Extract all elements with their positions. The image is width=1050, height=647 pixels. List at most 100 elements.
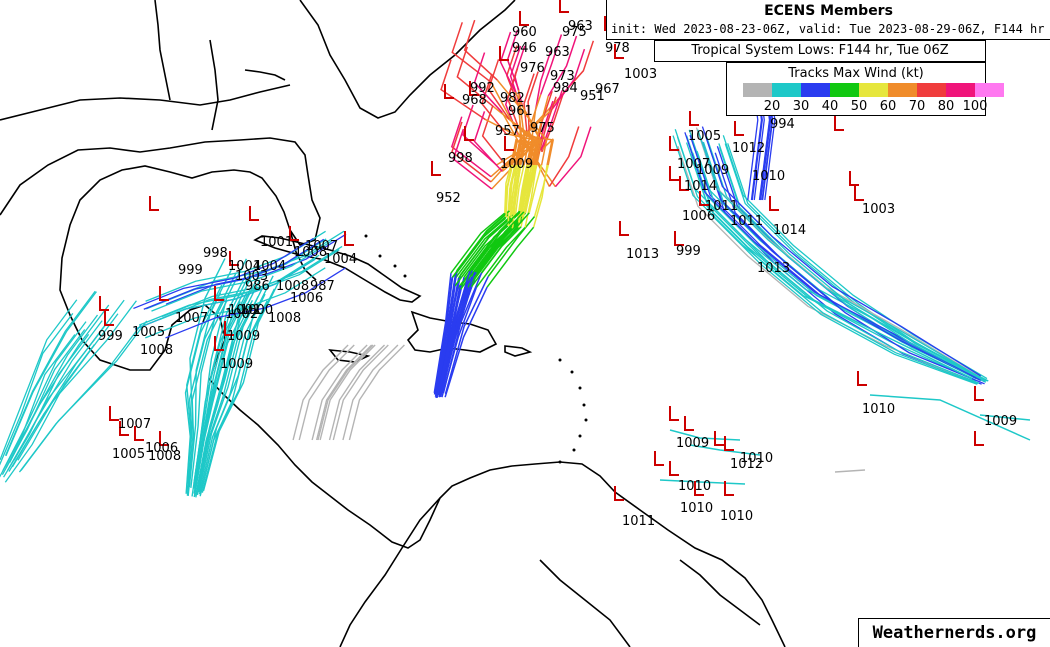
pressure-label: 1010 — [720, 509, 753, 524]
track-line — [197, 274, 260, 489]
track-line — [348, 344, 405, 441]
low-marker — [854, 186, 864, 201]
low-marker — [134, 426, 144, 441]
legend-swatch — [772, 83, 801, 97]
low-marker — [499, 46, 509, 61]
track-line — [201, 288, 276, 493]
track-line — [317, 344, 374, 441]
track-line — [473, 111, 503, 172]
low-marker — [724, 481, 734, 496]
low-marker — [694, 481, 704, 496]
track-line — [490, 137, 531, 183]
pressure-label: 951 — [580, 89, 605, 104]
pressure-label: 1003 — [624, 67, 657, 82]
track-line — [298, 344, 355, 441]
legend-swatch — [975, 83, 1004, 97]
track-line — [528, 164, 543, 213]
track-line — [456, 46, 495, 108]
track-line — [444, 276, 489, 395]
track-line — [474, 211, 525, 273]
track-line — [523, 164, 536, 212]
pressure-label: 1006 — [682, 209, 715, 224]
pressure-label: 952 — [436, 191, 461, 206]
pressure-label: 1008 — [276, 279, 309, 294]
low-marker — [669, 406, 679, 421]
legend-tick-label: 20 — [763, 99, 781, 114]
track-line — [17, 300, 137, 461]
pressure-label: 1006 — [290, 291, 323, 306]
track-line — [506, 68, 520, 129]
pressure-label: 946 — [512, 41, 537, 56]
low-marker — [769, 196, 779, 211]
track-line — [193, 291, 248, 494]
track-line — [551, 48, 586, 110]
track-line — [460, 228, 514, 290]
low-marker — [99, 296, 109, 311]
pressure-label: 975 — [562, 25, 587, 40]
legend-tick-label: 80 — [937, 99, 955, 114]
pressure-label: 1004 — [324, 252, 357, 267]
track-line — [514, 164, 525, 218]
legend-swatch — [801, 83, 830, 97]
track-line — [315, 344, 373, 441]
track-line — [508, 164, 518, 211]
track-line — [547, 35, 578, 97]
track-line — [486, 226, 535, 288]
pressure-label: 1011 — [622, 514, 655, 529]
legend-swatch — [830, 83, 859, 97]
pressure-label: 1008 — [148, 449, 181, 464]
legend-title: Tracks Max Wind (kt) — [788, 66, 924, 81]
legend-tick-labels: 20 30 40 50 60 70 80 100 — [743, 99, 988, 115]
low-marker — [464, 126, 474, 141]
track-line — [496, 79, 548, 166]
track-line — [532, 164, 548, 228]
track-line — [133, 237, 314, 310]
legend-tick-label: 60 — [879, 99, 897, 114]
track-line — [450, 212, 506, 274]
coastlines — [0, 0, 786, 647]
track-line — [143, 238, 325, 310]
low-marker — [344, 231, 354, 246]
track-line — [475, 226, 526, 288]
pressure-label: 967 — [595, 82, 620, 97]
track-line — [659, 479, 746, 485]
track-line — [439, 270, 473, 393]
track-line — [434, 277, 454, 395]
pressure-label: 1006 — [145, 441, 178, 456]
low-marker — [289, 226, 299, 241]
low-marker — [104, 311, 114, 326]
pressure-label: 1001 — [260, 235, 293, 250]
track-line — [161, 245, 343, 318]
pressure-label: 1010 — [678, 479, 711, 494]
track-line — [554, 126, 592, 188]
low-marker — [669, 166, 679, 181]
ensemble-tracks — [0, 19, 1031, 498]
low-marker — [159, 286, 169, 301]
track-line — [332, 344, 389, 441]
track-line — [462, 104, 498, 166]
pressure-label: 963 — [545, 45, 570, 60]
pressure-label: 968 — [462, 93, 487, 108]
track-line — [454, 225, 509, 287]
legend-color-bar — [743, 83, 1004, 97]
track-line — [487, 59, 510, 120]
pressure-label: 1014 — [773, 223, 806, 238]
legend-tick-label: 30 — [792, 99, 810, 114]
track-line — [473, 52, 503, 114]
track-line — [452, 128, 493, 190]
pressure-label: 1003 — [862, 202, 895, 217]
low-marker — [714, 431, 724, 446]
track-line — [451, 216, 507, 278]
low-marker — [679, 176, 689, 191]
track-line — [450, 116, 492, 178]
pressure-label: 1009 — [500, 157, 533, 172]
pressure-label: 1005 — [132, 325, 165, 340]
track-line — [672, 135, 973, 380]
pressure-label: 998 — [448, 151, 473, 166]
pressure-label: 999 — [178, 263, 203, 278]
low-marker — [119, 421, 129, 436]
track-line — [193, 273, 247, 489]
map-title: ECENS Members — [764, 3, 893, 19]
low-marker — [689, 111, 699, 126]
track-line — [701, 140, 981, 381]
